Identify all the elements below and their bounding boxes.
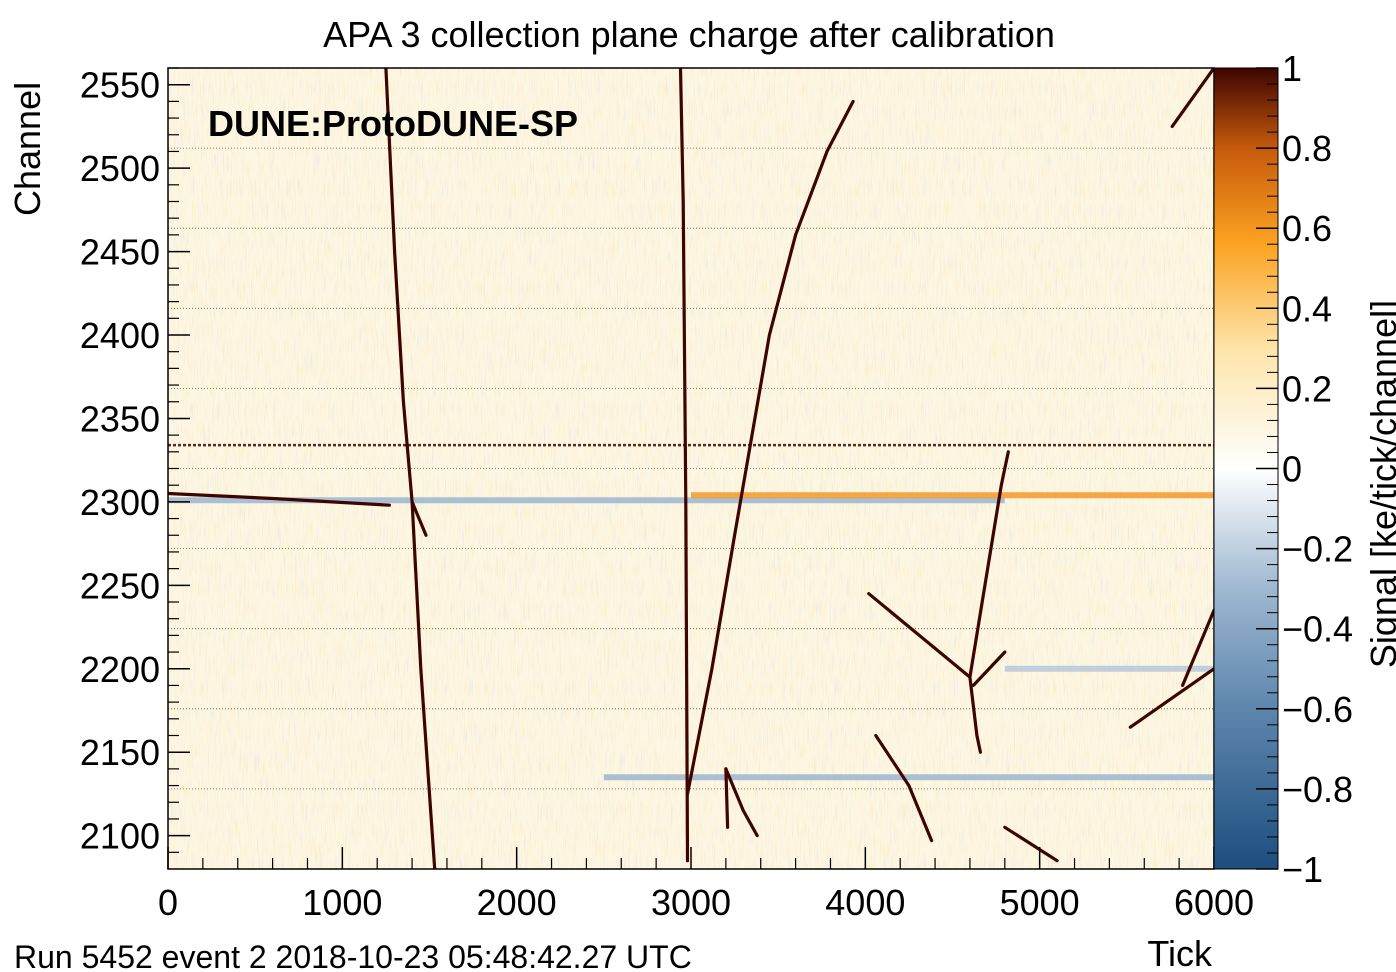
track-8	[971, 650, 1007, 687]
y-tick-label: 2550	[80, 65, 160, 106]
track-16	[410, 500, 428, 537]
y-tick-label: 2250	[80, 565, 160, 606]
colorbar-tick-label: −0.8	[1282, 769, 1353, 810]
track-2	[678, 68, 690, 863]
x-tick-label: 6000	[1174, 882, 1254, 923]
x-axis-label: Tick	[1147, 933, 1213, 972]
track-12	[1181, 608, 1214, 687]
particle-tracks	[168, 68, 1214, 869]
track-9	[874, 733, 934, 843]
track-4	[168, 491, 391, 507]
colorbar-tick-label: −0.2	[1282, 529, 1353, 570]
colorbar-tick-label: 1	[1282, 48, 1302, 89]
colorbar-tick-label: −1	[1282, 849, 1323, 890]
x-axis: 0 1000 2000 3000 4000 5000 6000	[158, 847, 1254, 923]
track-10	[1003, 825, 1059, 863]
track-11	[1128, 667, 1214, 729]
track-13	[1170, 68, 1214, 128]
y-tick-label: 2200	[80, 649, 160, 690]
y-tick-label: 2450	[80, 232, 160, 273]
heatmap-plot-area	[168, 68, 1214, 869]
colorbar-axis: 1 0.8 0.6 0.4 0.2 0 −0.2 −0.4 −0.6 −0.8 −1	[1256, 48, 1353, 890]
colorbar-tick-label: 0	[1282, 449, 1302, 490]
colorbar-tick-label: 0.2	[1282, 368, 1332, 409]
track-7	[968, 675, 982, 754]
x-tick-label: 3000	[651, 882, 731, 923]
colorbar-tick-label: −0.4	[1282, 609, 1353, 650]
y-tick-label: 2400	[80, 315, 160, 356]
y-tick-label: 2150	[80, 732, 160, 773]
colorbar-tick-label: 0.8	[1282, 128, 1332, 169]
y-tick-label: 2350	[80, 398, 160, 439]
colorbar-tick-label: 0.4	[1282, 288, 1332, 329]
x-tick-label: 5000	[1000, 882, 1080, 923]
run-info-footer: Run 5452 event 2 2018-10-23 05:48:42.27 …	[14, 939, 692, 972]
y-tick-label: 2500	[80, 148, 160, 189]
y-axis-label: Channel	[7, 82, 48, 216]
track-6	[968, 450, 1010, 679]
colorbar-tick-label: −0.6	[1282, 689, 1353, 730]
x-tick-label: 4000	[825, 882, 905, 923]
track-15	[724, 767, 730, 829]
track-5	[867, 592, 972, 679]
track-3	[685, 99, 855, 796]
x-tick-label: 2000	[477, 882, 557, 923]
colorbar-label: Signal [ke/tick/channel]	[1363, 300, 1396, 668]
y-tick-label: 2100	[80, 816, 160, 857]
y-axis: 2100 2150 2200 2250 2300 2350 2400 2450 2500 2550	[80, 65, 190, 857]
chart-title: APA 3 collection plane charge after cali…	[323, 14, 1055, 55]
experiment-label: DUNE:ProtoDUNE-SP	[208, 103, 578, 144]
grid-lines	[168, 68, 1214, 869]
y-tick-label: 2300	[80, 482, 160, 523]
track-1	[384, 68, 437, 869]
track-14	[724, 767, 759, 838]
colorbar-tick-label: 0.6	[1282, 208, 1332, 249]
x-tick-label: 1000	[302, 882, 382, 923]
x-tick-label: 0	[158, 882, 178, 923]
